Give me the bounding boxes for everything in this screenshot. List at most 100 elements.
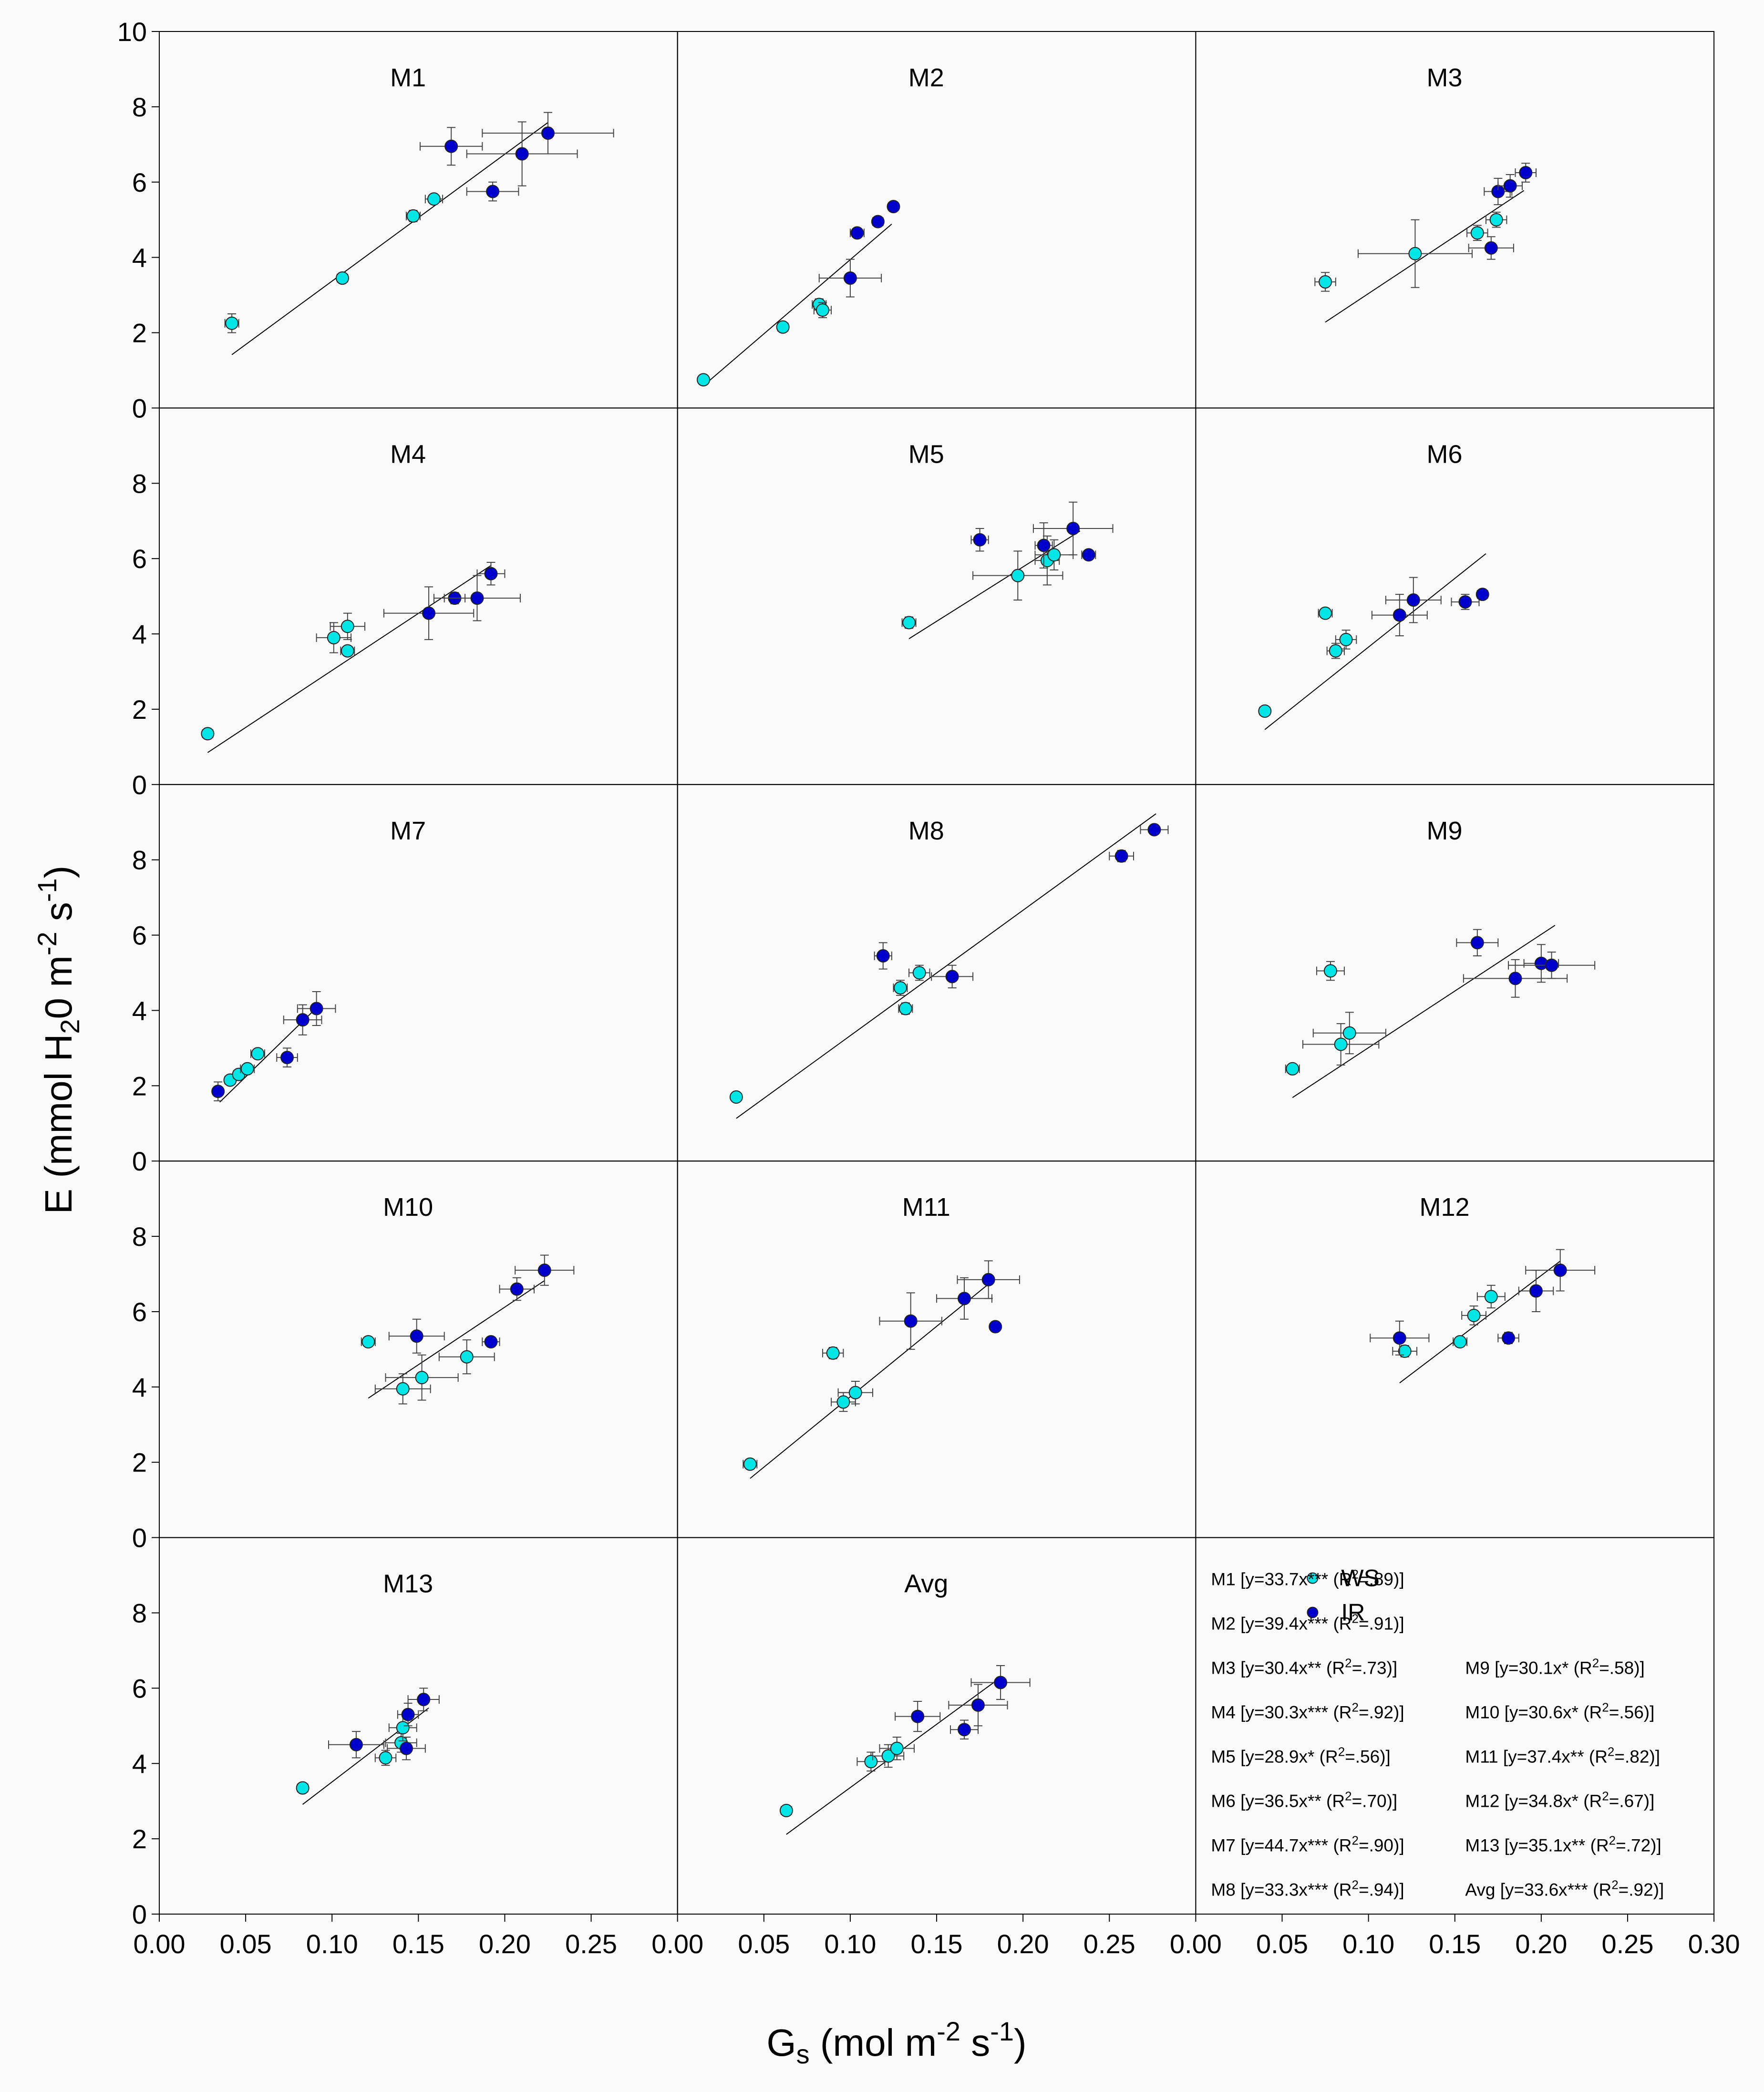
- data-point-ir: [422, 606, 436, 620]
- data-point-ir: [843, 271, 857, 285]
- data-point-ir: [1508, 972, 1522, 985]
- x-tick-label: 0.15: [392, 1929, 444, 1959]
- panel-m12: M12: [1370, 1193, 1596, 1384]
- panel-m10: M10: [361, 1193, 575, 1405]
- y-tick-label: 2: [132, 1071, 147, 1101]
- y-tick-label: 0: [132, 1899, 147, 1929]
- legend-entry: M3 [y=30.4x** (R2=.73)]: [1211, 1656, 1397, 1678]
- data-point-ws: [1342, 1026, 1356, 1040]
- data-point-ir: [1393, 1331, 1406, 1345]
- x-tick-label: 0.10: [1342, 1929, 1394, 1959]
- data-point-ir: [904, 1314, 918, 1328]
- data-point-ws: [1286, 1062, 1300, 1076]
- data-point-ir: [1470, 936, 1484, 950]
- data-point-ws: [912, 966, 926, 980]
- legend-entry: M4 [y=30.3x*** (R2=.92)]: [1211, 1700, 1404, 1722]
- data-point-ws: [240, 1062, 254, 1076]
- legend-marker-ws: [1307, 1572, 1319, 1584]
- data-point-ws: [1470, 226, 1484, 240]
- panel-m9: M9: [1285, 817, 1596, 1098]
- legend-entry: M10 [y=30.6x* (R2=.56)]: [1465, 1700, 1654, 1722]
- data-point-ws: [251, 1047, 265, 1061]
- data-point-ws: [893, 981, 907, 995]
- y-tick-label: 6: [132, 921, 147, 951]
- data-point-ir: [887, 200, 900, 214]
- y-tick-label: 8: [132, 1222, 147, 1252]
- legend-entry: Avg [y=33.6x*** (R2=.92)]: [1465, 1878, 1664, 1900]
- data-point-ir: [989, 1320, 1002, 1334]
- data-point-ws: [1334, 1037, 1348, 1051]
- data-point-ir: [1553, 1263, 1567, 1277]
- regression-line: [302, 1707, 429, 1805]
- regression-line: [207, 565, 492, 753]
- data-point-ir: [510, 1282, 524, 1296]
- panel-m11: M11: [743, 1193, 1020, 1479]
- x-tick-label: 0.10: [306, 1929, 358, 1959]
- data-point-ir: [541, 126, 555, 140]
- x-tick-label: 0.25: [565, 1929, 617, 1959]
- regression-line: [1399, 1261, 1561, 1384]
- panel-title: M7: [390, 817, 426, 845]
- data-point-ir: [1484, 241, 1498, 255]
- data-point-ws: [1398, 1344, 1412, 1358]
- y-tick-label: 8: [132, 468, 147, 498]
- legend-entry: M1 [y=33.7x*** (R2=.89)]: [1211, 1567, 1404, 1589]
- legend-entry: M13 [y=35.1x** (R2=.72)]: [1465, 1833, 1661, 1855]
- legend-marker-ir: [1307, 1606, 1319, 1618]
- y-tick-label: 6: [132, 1673, 147, 1703]
- data-point-ir: [1502, 1331, 1516, 1345]
- x-tick-label: 0.15: [911, 1929, 963, 1959]
- data-point-ir: [911, 1709, 925, 1723]
- panel-m6: M6: [1258, 440, 1489, 730]
- y-tick-label: 2: [132, 1824, 147, 1854]
- data-point-ir: [1114, 849, 1128, 863]
- data-point-ws: [697, 373, 711, 387]
- y-tick-label: 0: [132, 1523, 147, 1553]
- data-point-ir: [470, 591, 484, 605]
- y-tick-label: 4: [132, 1749, 147, 1779]
- y-tick-label: 8: [132, 845, 147, 875]
- regression-line: [231, 122, 548, 355]
- data-point-ir: [1458, 595, 1472, 609]
- data-point-ws: [201, 727, 215, 741]
- regression-line: [703, 223, 892, 386]
- panel-m7: M7: [211, 817, 426, 1103]
- data-point-ir: [484, 1335, 498, 1349]
- data-point-ws: [1258, 704, 1272, 718]
- data-point-ws: [379, 1751, 392, 1765]
- data-point-ir: [486, 185, 500, 198]
- legend-label-ws: WS: [1341, 1565, 1380, 1592]
- y-tick-label: 8: [132, 1598, 147, 1628]
- panel-m3: M3: [1314, 63, 1537, 323]
- data-point-ir: [401, 1708, 415, 1721]
- data-point-ir: [1503, 179, 1517, 193]
- legend-entry: M9 [y=30.1x* (R2=.58)]: [1465, 1656, 1644, 1678]
- data-point-ir: [1393, 608, 1406, 622]
- panel-title: M10: [383, 1193, 433, 1222]
- panel-title: M3: [1427, 63, 1463, 92]
- panel-title: M8: [908, 817, 944, 845]
- legend-entry: M8 [y=33.3x*** (R2=.94)]: [1211, 1878, 1404, 1900]
- panel-m4: M4: [201, 440, 521, 753]
- data-point-ws: [1489, 213, 1503, 227]
- data-point-ws: [335, 271, 349, 285]
- y-tick-label: 8: [132, 92, 147, 122]
- data-point-ws: [826, 1346, 840, 1360]
- x-tick-label: 0.00: [651, 1929, 703, 1959]
- x-tick-label: 0.05: [738, 1929, 790, 1959]
- panel-frame: [1195, 1537, 1715, 1915]
- panel-m5: M5: [901, 440, 1114, 639]
- panel-title: M12: [1419, 1193, 1469, 1222]
- panel-title: M9: [1427, 817, 1463, 845]
- y-tick-label: 0: [132, 1146, 147, 1176]
- data-point-ws: [890, 1741, 904, 1755]
- panel-title: M1: [390, 63, 426, 92]
- x-tick-label: 0.20: [479, 1929, 531, 1959]
- data-point-ir: [1037, 539, 1051, 552]
- data-point-ir: [417, 1693, 431, 1707]
- x-tick-label: 0.20: [997, 1929, 1049, 1959]
- data-point-ir: [1545, 958, 1558, 972]
- legend-label-ir: IR: [1341, 1599, 1365, 1626]
- data-point-ir: [945, 970, 959, 984]
